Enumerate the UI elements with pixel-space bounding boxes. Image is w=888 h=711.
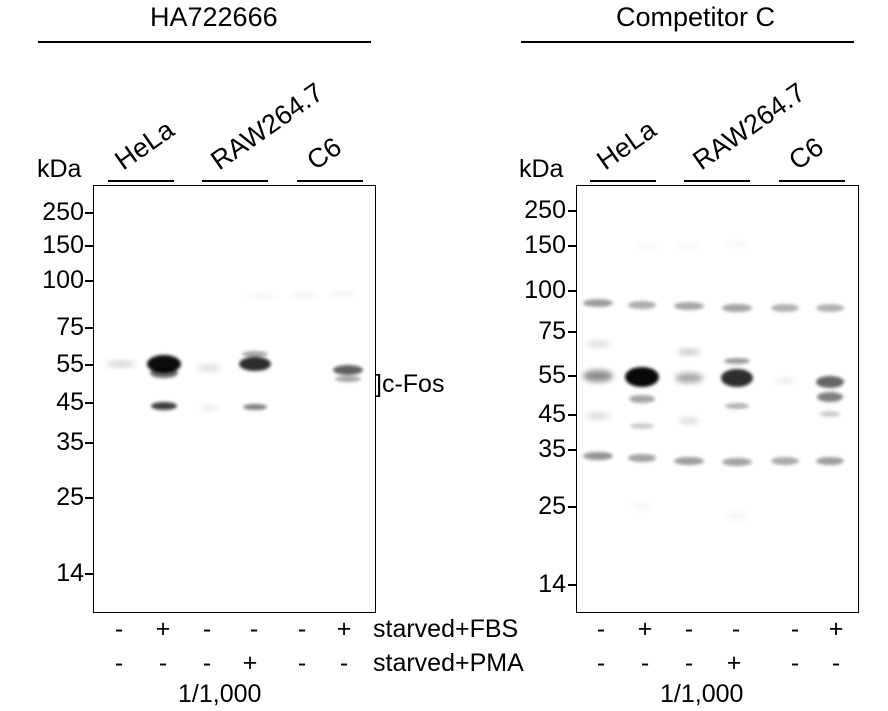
mw-marker: 75 (538, 317, 566, 345)
mw-marker: 35 (56, 428, 84, 456)
treatment-sign: - (596, 649, 606, 677)
mw-marker: 45 (538, 400, 566, 428)
mw-tick (568, 584, 577, 586)
mw-tick (568, 331, 577, 333)
mw-tick (85, 280, 94, 282)
lane-group-label: C6 (301, 131, 347, 176)
mw-tick (85, 245, 94, 247)
treatment-sign: - (684, 649, 694, 677)
lane-group-rule (297, 180, 363, 182)
kda-label: kDa (519, 155, 564, 183)
treatment-sign: - (731, 615, 741, 643)
treatment-sign: - (114, 649, 124, 677)
treatment-sign: - (684, 615, 694, 643)
mw-tick (568, 375, 577, 377)
lane-group-label: HeLa (109, 114, 180, 176)
treatment-sign: + (637, 615, 653, 643)
lane-group-label: C6 (783, 131, 829, 176)
mw-tick (85, 442, 94, 444)
mw-tick (568, 506, 577, 508)
treatment-sign: - (297, 615, 307, 643)
treatment-sign: + (336, 615, 352, 643)
blot-image (576, 185, 859, 613)
mw-tick (568, 290, 577, 292)
treatment-sign: - (339, 649, 349, 677)
treatment-sign: - (596, 615, 606, 643)
treatment-sign: - (790, 649, 800, 677)
mw-marker: 35 (538, 435, 566, 463)
panel-title: HA722666 (150, 2, 278, 32)
lane-group-rule (590, 180, 656, 182)
treatment-sign: + (242, 649, 258, 677)
mw-marker: 55 (56, 350, 84, 378)
condition-label-pma: starved+PMA (373, 649, 524, 677)
treatment-sign: - (640, 649, 650, 677)
panel-title: Competitor C (616, 2, 776, 32)
title-rule (38, 41, 371, 43)
mw-tick (568, 245, 577, 247)
mw-marker: 55 (538, 361, 566, 389)
mw-marker: 250 (42, 198, 84, 226)
mw-marker: 45 (56, 388, 84, 416)
treatment-sign: - (831, 649, 841, 677)
treatment-sign: - (202, 615, 212, 643)
mw-marker: 75 (56, 313, 84, 341)
mw-marker: 100 (524, 276, 566, 304)
mw-marker: 150 (524, 231, 566, 259)
condition-label-fbs: starved+FBS (373, 615, 519, 643)
dilution-label: 1/1,000 (178, 680, 262, 708)
lane-group-rule (202, 180, 268, 182)
mw-tick (85, 402, 94, 404)
mw-tick (85, 212, 94, 214)
band-label: ]c-Fos (375, 370, 445, 398)
mw-tick (85, 573, 94, 575)
treatment-sign: - (158, 649, 168, 677)
lane-group-rule (684, 180, 750, 182)
lane-group-rule (108, 180, 174, 182)
mw-marker: 25 (56, 483, 84, 511)
mw-marker: 14 (538, 570, 566, 598)
mw-tick (568, 449, 577, 451)
mw-tick (85, 327, 94, 329)
mw-tick (85, 364, 94, 366)
title-rule (521, 41, 854, 43)
treatment-sign: + (828, 615, 844, 643)
lane-group-rule (779, 180, 845, 182)
mw-marker: 150 (42, 231, 84, 259)
treatment-sign: - (297, 649, 307, 677)
treatment-sign: + (726, 649, 742, 677)
mw-marker: 250 (524, 196, 566, 224)
blot-bands (583, 242, 844, 519)
mw-marker: 100 (42, 266, 84, 294)
blot-image (93, 185, 376, 613)
mw-marker: 25 (538, 492, 566, 520)
mw-tick (568, 210, 577, 212)
treatment-sign: - (202, 649, 212, 677)
lane-group-label: HeLa (591, 114, 662, 176)
mw-marker: 14 (56, 559, 84, 587)
mw-tick (85, 497, 94, 499)
kda-label: kDa (37, 155, 82, 183)
dilution-label: 1/1,000 (660, 680, 744, 708)
treatment-sign: - (249, 615, 259, 643)
blot-bands (107, 292, 363, 410)
treatment-sign: - (790, 615, 800, 643)
mw-tick (568, 414, 577, 416)
treatment-sign: - (114, 615, 124, 643)
treatment-sign: + (155, 615, 171, 643)
